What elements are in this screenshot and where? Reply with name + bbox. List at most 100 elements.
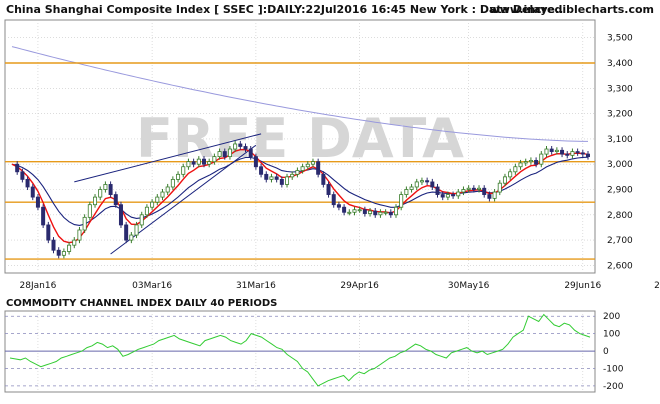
candle-body (466, 187, 471, 190)
candle-body (502, 176, 507, 184)
candle-body (279, 178, 284, 185)
candle-body (176, 173, 181, 180)
candle-body (165, 186, 170, 193)
candle-body (404, 189, 409, 195)
candle-body (518, 162, 523, 168)
candle-body (227, 148, 232, 158)
indicator-title: COMMODITY CHANNEL INDEX DAILY 40 PERIODS (6, 298, 277, 309)
candle-body (586, 153, 591, 158)
candle-body (181, 166, 186, 175)
price-panel: 3,500 3,400 3,300 3,200 3,100 3,000 2,900 2,800… (4, 19, 660, 291)
candle-body (539, 153, 544, 165)
candle-body (305, 163, 310, 168)
candle-body (191, 161, 196, 165)
candle-body (544, 148, 549, 155)
candle-body (570, 151, 575, 156)
candle-body (118, 204, 123, 226)
candle-body (15, 163, 20, 173)
candle-body (425, 180, 430, 183)
watermark: FREE DATA (136, 107, 464, 170)
candle-body (61, 251, 66, 256)
candle-body (388, 211, 393, 216)
candle-body (285, 176, 290, 185)
candle-body (528, 160, 533, 163)
candle-body (124, 224, 129, 241)
y-tick-label: 3,200 (607, 110, 633, 120)
candle-body (87, 204, 92, 218)
y-tick-label: 3,400 (607, 59, 633, 69)
candle-body (290, 173, 295, 178)
candle-body (534, 160, 539, 165)
candle-body (77, 229, 82, 241)
candle-body (56, 249, 61, 256)
candle-body (274, 176, 279, 180)
candle-body (482, 187, 487, 195)
candle-body (419, 180, 424, 183)
y-tick-label: 2,900 (607, 186, 633, 196)
candle-body (456, 191, 461, 197)
candle-body (414, 181, 419, 188)
x-tick-label: 31Mar16 (236, 281, 276, 291)
candle-body (196, 158, 201, 165)
candle-body (409, 186, 414, 190)
candle-body (186, 161, 191, 168)
candle-body (487, 194, 492, 199)
candle-body (170, 178, 175, 188)
candle-body (580, 152, 585, 155)
candle-body (155, 196, 160, 203)
candle-body (560, 149, 565, 155)
candle-body (342, 206, 347, 213)
y-tick-label: 3,100 (607, 135, 633, 145)
candle-body (565, 153, 570, 156)
cci-tick-label: 200 (603, 312, 620, 322)
candle-body (440, 194, 445, 198)
candle-body (160, 191, 165, 198)
candle-body (430, 181, 435, 188)
candle-body (513, 166, 518, 173)
candle-body (378, 211, 383, 216)
x-tick-label: 29Jun16 (564, 281, 601, 291)
candle-body (399, 194, 404, 208)
chart-title: China Shanghai Composite Index [ SSEC ]:… (6, 3, 563, 16)
site-link[interactable]: www.incrediblecharts.com (490, 3, 654, 16)
y-tick-label: 2,800 (607, 211, 633, 221)
candle-body (129, 234, 134, 241)
candle-body (201, 158, 206, 165)
candle-body (139, 214, 144, 226)
candle-body (300, 166, 305, 171)
candle-body (212, 156, 217, 163)
candle-body (451, 194, 456, 197)
candle-body (103, 184, 108, 190)
y-tick-label: 3,500 (607, 34, 633, 44)
y-tick-label: 3,000 (607, 160, 633, 170)
fast-ema-line (11, 148, 589, 244)
candle-body (150, 201, 155, 208)
candle-body (259, 166, 264, 175)
cci-tick-label: -100 (603, 364, 624, 374)
candle-body (549, 148, 554, 152)
candle-body (347, 211, 352, 214)
candle-body (25, 178, 30, 188)
candle-body (508, 171, 513, 178)
trend-line (74, 133, 262, 183)
candle-body (373, 210, 378, 216)
candle-body (331, 194, 336, 206)
candle-body (217, 151, 222, 158)
candle-body (295, 170, 300, 175)
candle-body (20, 171, 25, 180)
x-tick-label: 30May16 (448, 281, 490, 291)
candle-body (72, 239, 77, 246)
y-tick-label: 2,700 (607, 236, 633, 246)
candle-body (35, 196, 40, 208)
y-tick-label: 3,300 (607, 84, 633, 94)
price-plot-frame (4, 19, 596, 274)
candle-body (233, 143, 238, 150)
long-moving-average-line (11, 46, 588, 142)
candle-body (113, 194, 118, 206)
x-tick-label: 29Apr16 (340, 281, 379, 291)
cci-tick-label: -200 (603, 382, 624, 392)
candle-body (98, 189, 103, 198)
candle-body (357, 209, 362, 212)
